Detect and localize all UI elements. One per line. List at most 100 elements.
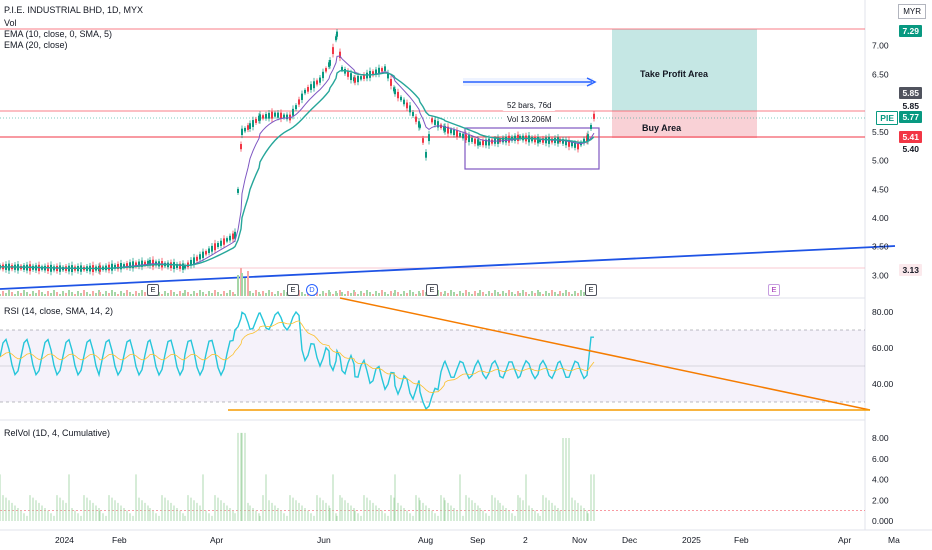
volume-bar [5, 293, 7, 296]
rsi-line [0, 310, 594, 411]
price-candle [298, 99, 300, 105]
volume-bar [344, 294, 346, 296]
price-candle [593, 113, 595, 119]
volume-bar [65, 293, 67, 296]
price-candle [390, 78, 392, 86]
volume-bar [47, 291, 49, 296]
earnings-marker-1[interactable]: E [147, 284, 159, 296]
volume-bar [522, 290, 524, 296]
low-price-badge: 5.40 [899, 143, 922, 155]
price-axis-tick: 4.50 [872, 184, 889, 194]
price-candle [409, 105, 411, 113]
price-candle [491, 139, 493, 144]
price-candle [149, 259, 151, 266]
price-candle [336, 31, 338, 37]
time-axis-label: Feb [734, 535, 749, 545]
volume-bar [316, 292, 318, 296]
price-candle [332, 47, 334, 55]
earnings-marker-2[interactable]: E [287, 284, 299, 296]
measure-range [463, 78, 593, 86]
price-candle [577, 143, 579, 150]
price-candle [111, 263, 113, 271]
earnings-marker-4[interactable]: E [585, 284, 597, 296]
price-candle [437, 121, 439, 128]
volume-bar [332, 294, 334, 296]
volume-bar [74, 294, 76, 296]
volume-bar [71, 292, 73, 296]
volume-bar [339, 290, 341, 296]
price-candle [450, 129, 452, 134]
price-candle [479, 141, 481, 146]
volume-bar [571, 294, 573, 296]
price-candle [322, 71, 324, 79]
volume-bar [117, 294, 119, 296]
price-candle [565, 139, 567, 146]
volume-bar [234, 294, 236, 296]
currency-selector[interactable]: MYR [898, 4, 926, 19]
price-candle [138, 261, 140, 267]
volume-bar [419, 293, 421, 296]
price-candle [444, 126, 446, 132]
earnings-marker-3[interactable]: E [426, 284, 438, 296]
price-candle [274, 112, 276, 117]
volume-bar [271, 292, 273, 296]
volume-bar [406, 293, 408, 296]
price-candle [277, 112, 279, 118]
price-candle [459, 132, 461, 137]
time-axis-label: Jun [317, 535, 331, 545]
price-candle [144, 261, 146, 266]
volume-bar [350, 293, 352, 296]
volume-bar [252, 293, 254, 296]
volume-bar [422, 290, 424, 296]
volume-bar [86, 292, 88, 296]
price-candle [316, 80, 318, 85]
buy-zone [612, 111, 757, 138]
volume-bar [554, 292, 556, 296]
volume-bar [187, 292, 189, 296]
buy-price-badge: 5.41 [899, 131, 922, 143]
volume-bar [491, 293, 493, 296]
volume-bar [35, 293, 37, 296]
price-candle [415, 116, 417, 122]
volume-bar [542, 294, 544, 296]
take-profit-zone [612, 29, 757, 111]
price-axis-tick: 3.00 [872, 270, 889, 280]
earnings-marker-future[interactable]: E [768, 284, 780, 296]
time-axis-label: 2024 [55, 535, 74, 545]
volume-bar [366, 290, 368, 296]
volume-bar [372, 294, 374, 296]
volume-bar [568, 292, 570, 296]
price-candle [545, 137, 547, 144]
volume-bar [557, 294, 559, 296]
ema20-legend: EMA (20, close) [4, 40, 68, 50]
volume-bar [545, 291, 547, 296]
volume-bar [488, 291, 490, 296]
volume-bar [173, 292, 175, 296]
volume-bar [347, 291, 349, 296]
volume-bar [20, 293, 22, 296]
volume-bar [14, 294, 16, 296]
price-candle [223, 238, 225, 245]
volume-bar [83, 290, 85, 296]
volume-bar [164, 291, 166, 296]
price-axis-tick: 6.50 [872, 69, 889, 79]
consolidation-box [464, 127, 600, 170]
price-candle [394, 89, 396, 95]
volume-bar [537, 290, 539, 296]
price-candle [199, 254, 201, 260]
volume-bar [229, 290, 231, 296]
time-axis-label: Sep [470, 535, 485, 545]
volume-bar [412, 292, 414, 296]
volume-bar [459, 291, 461, 296]
rsi-legend: RSI (14, close, SMA, 14, 2) [4, 306, 114, 316]
price-candle [384, 66, 386, 71]
dividend-marker[interactable]: D [306, 284, 318, 296]
price-candle [534, 137, 536, 143]
price-candle [468, 135, 470, 143]
volume-bar [494, 290, 496, 296]
volume-bar [471, 294, 473, 296]
price-candle [217, 243, 219, 248]
price-candle [176, 263, 178, 268]
price-candle [375, 69, 377, 75]
